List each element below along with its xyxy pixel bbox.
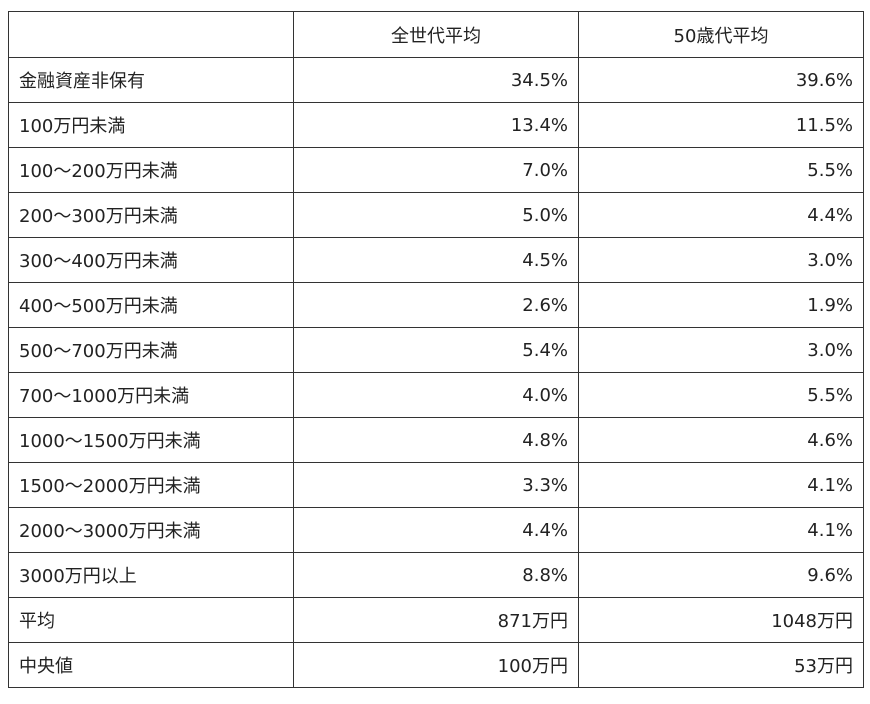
value-fifties: 53万円: [578, 642, 864, 688]
value-all-generations: 3.3%: [293, 462, 579, 508]
value-all-generations: 13.4%: [293, 102, 579, 148]
value-fifties: 1048万円: [578, 597, 864, 643]
value-all-generations: 34.5%: [293, 57, 579, 103]
value-fifties: 11.5%: [578, 102, 864, 148]
header-empty: [8, 11, 294, 58]
table-row: 平均 871万円 1048万円: [8, 597, 864, 643]
value-all-generations: 2.6%: [293, 282, 579, 328]
table-row: 中央値 100万円 53万円: [8, 642, 864, 688]
row-label: 500〜700万円未満: [8, 327, 294, 373]
value-all-generations: 5.0%: [293, 192, 579, 238]
value-fifties: 39.6%: [578, 57, 864, 103]
header-row: 全世代平均 50歳代平均: [8, 11, 864, 58]
row-label: 100〜200万円未満: [8, 147, 294, 193]
value-all-generations: 4.4%: [293, 507, 579, 553]
value-fifties: 3.0%: [578, 237, 864, 283]
table-row: 700〜1000万円未満 4.0% 5.5%: [8, 372, 864, 418]
value-fifties: 5.5%: [578, 147, 864, 193]
table-row: 2000〜3000万円未満 4.4% 4.1%: [8, 507, 864, 553]
row-label: 1500〜2000万円未満: [8, 462, 294, 508]
financial-assets-table: 全世代平均 50歳代平均 金融資産非保有 34.5% 39.6% 100万円未満 13.…: [8, 11, 864, 688]
value-all-generations: 5.4%: [293, 327, 579, 373]
value-all-generations: 4.5%: [293, 237, 579, 283]
table-row: 100〜200万円未満 7.0% 5.5%: [8, 147, 864, 193]
row-label: 1000〜1500万円未満: [8, 417, 294, 463]
header-all-generations: 全世代平均: [293, 11, 579, 58]
value-fifties: 4.6%: [578, 417, 864, 463]
value-fifties: 5.5%: [578, 372, 864, 418]
table-row: 金融資産非保有 34.5% 39.6%: [8, 57, 864, 103]
table-row: 1000〜1500万円未満 4.8% 4.6%: [8, 417, 864, 463]
row-label: 100万円未満: [8, 102, 294, 148]
row-label: 300〜400万円未満: [8, 237, 294, 283]
value-fifties: 3.0%: [578, 327, 864, 373]
table-row: 400〜500万円未満 2.6% 1.9%: [8, 282, 864, 328]
table-row: 100万円未満 13.4% 11.5%: [8, 102, 864, 148]
row-label: 400〜500万円未満: [8, 282, 294, 328]
value-fifties: 4.1%: [578, 507, 864, 553]
value-fifties: 4.4%: [578, 192, 864, 238]
table-row: 200〜300万円未満 5.0% 4.4%: [8, 192, 864, 238]
value-fifties: 4.1%: [578, 462, 864, 508]
row-label: 700〜1000万円未満: [8, 372, 294, 418]
value-all-generations: 4.0%: [293, 372, 579, 418]
row-label: 平均: [8, 597, 294, 643]
header-fifties: 50歳代平均: [578, 11, 864, 58]
row-label: 2000〜3000万円未満: [8, 507, 294, 553]
row-label: 200〜300万円未満: [8, 192, 294, 238]
table-row: 500〜700万円未満 5.4% 3.0%: [8, 327, 864, 373]
row-label: 3000万円以上: [8, 552, 294, 598]
value-fifties: 9.6%: [578, 552, 864, 598]
value-all-generations: 871万円: [293, 597, 579, 643]
table-row: 3000万円以上 8.8% 9.6%: [8, 552, 864, 598]
value-all-generations: 100万円: [293, 642, 579, 688]
table-row: 1500〜2000万円未満 3.3% 4.1%: [8, 462, 864, 508]
value-all-generations: 7.0%: [293, 147, 579, 193]
row-label: 金融資産非保有: [8, 57, 294, 103]
table-row: 300〜400万円未満 4.5% 3.0%: [8, 237, 864, 283]
value-all-generations: 8.8%: [293, 552, 579, 598]
value-fifties: 1.9%: [578, 282, 864, 328]
value-all-generations: 4.8%: [293, 417, 579, 463]
row-label: 中央値: [8, 642, 294, 688]
